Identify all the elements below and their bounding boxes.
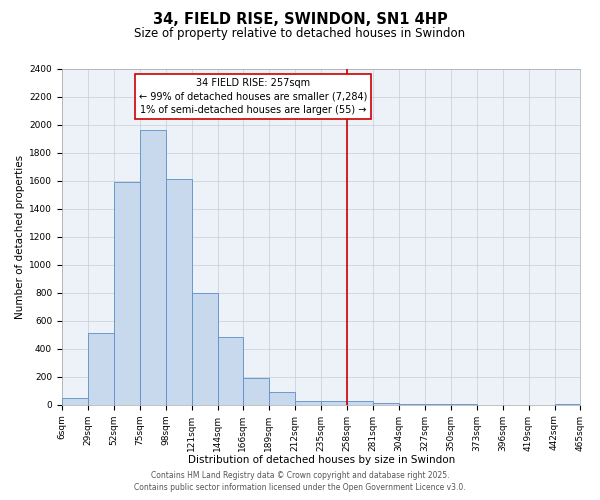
- Bar: [140, 130, 166, 404]
- Bar: [166, 179, 192, 404]
- X-axis label: Distribution of detached houses by size in Swindon: Distribution of detached houses by size …: [188, 455, 455, 465]
- Bar: [320, 401, 347, 404]
- Bar: [88, 334, 114, 404]
- Text: 34, FIELD RISE, SWINDON, SN1 4HP: 34, FIELD RISE, SWINDON, SN1 4HP: [152, 12, 448, 28]
- Text: Contains HM Land Registry data © Crown copyright and database right 2025.
Contai: Contains HM Land Registry data © Crown c…: [134, 471, 466, 492]
- Bar: [114, 182, 140, 404]
- Bar: [295, 400, 320, 404]
- Bar: [269, 392, 295, 404]
- Bar: [62, 398, 88, 404]
- Bar: [218, 338, 242, 404]
- Y-axis label: Number of detached properties: Number of detached properties: [15, 154, 25, 318]
- Bar: [347, 400, 373, 404]
- Text: 34 FIELD RISE: 257sqm
← 99% of detached houses are smaller (7,284)
1% of semi-de: 34 FIELD RISE: 257sqm ← 99% of detached …: [139, 78, 367, 114]
- Bar: [192, 292, 218, 405]
- Bar: [242, 378, 269, 404]
- Text: Size of property relative to detached houses in Swindon: Size of property relative to detached ho…: [134, 28, 466, 40]
